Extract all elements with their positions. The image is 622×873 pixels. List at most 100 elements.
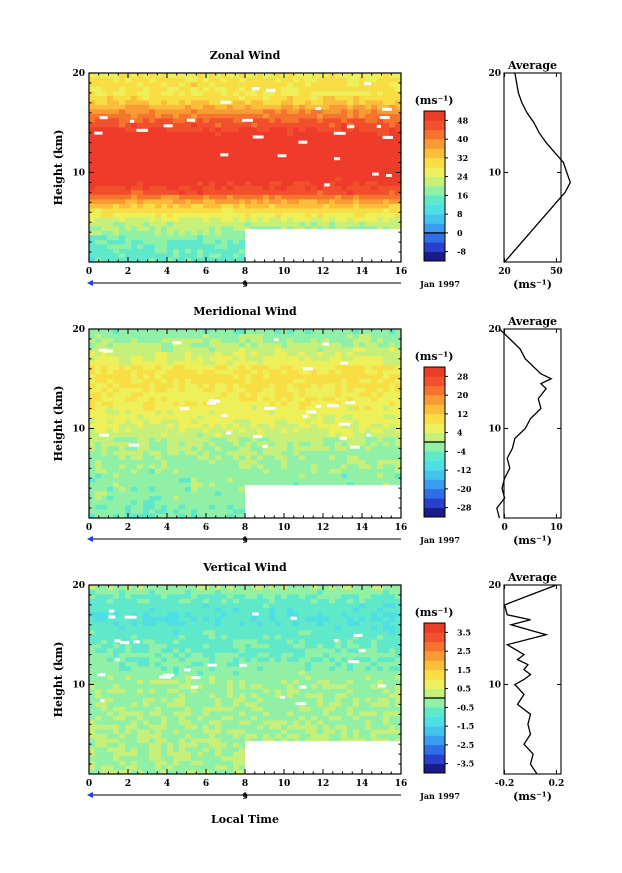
heatmap-cell [365,172,372,177]
heatmap-cell [143,486,150,492]
heatmap-cell [89,136,96,141]
heatmap-cell [317,176,324,182]
heatmap-cell [131,765,138,770]
heatmap-cell [197,109,204,114]
heatmap-cell [323,432,330,438]
heatmap-cell [203,226,210,231]
heatmap-cell [359,401,366,406]
data-gap [99,116,108,120]
heatmap-cell [89,756,96,761]
heatmap-cell [359,136,366,141]
heatmap-cell [311,455,318,460]
heatmap-cell [197,428,204,433]
heatmap-cell [335,127,342,132]
heatmap-cell [155,244,162,249]
heatmap-cell [191,342,198,348]
heatmap-cell [95,82,102,87]
heatmap-cell [275,131,282,137]
heatmap-cell [161,369,168,375]
heatmap-cell [383,369,390,375]
heatmap-cell [95,666,102,671]
heatmap-cell [203,91,210,96]
heatmap-cell [221,118,228,123]
heatmap-cell [323,131,330,137]
heatmap-cell [137,706,144,712]
heatmap-cell [317,203,324,209]
heatmap-cell [317,437,324,442]
heatmap-cell [377,131,384,137]
heatmap-cell [107,679,114,685]
heatmap-cell [383,473,390,478]
heatmap-cell [215,73,222,78]
heatmap-cell [113,333,120,339]
heatmap-cell [317,473,324,478]
colorbar-tick-label: -8 [457,247,466,257]
heatmap-cell [101,342,108,348]
heatmap-cell [113,158,120,164]
heatmap-cell [293,347,300,352]
heatmap-cell [101,113,108,119]
heatmap-cell [155,612,162,617]
heatmap-cell [239,365,246,370]
heatmap-cell [221,423,228,429]
heatmap-cell [353,437,360,442]
heatmap-cell [317,450,324,456]
heatmap-cell [215,109,222,114]
heatmap-cell [191,464,198,469]
heatmap-cell [101,181,108,186]
heatmap-cell [203,446,210,451]
heatmap-cell [113,100,120,105]
heatmap-cell [143,145,150,150]
heatmap-cell [191,369,198,375]
heatmap-cell [101,190,108,195]
heatmap-cell [161,253,168,258]
heatmap-cell [185,387,192,393]
heatmap-cell [179,158,186,164]
heatmap-cell [197,91,204,96]
heatmap-cell [119,419,126,424]
heatmap-cell [161,513,168,518]
heatmap-cell [353,329,360,334]
date-tick-label: 9 [242,279,248,289]
heatmap-cell [107,688,114,694]
heatmap-cell [95,167,102,173]
heatmap-cell [155,630,162,635]
heatmap-cell [191,91,198,96]
heatmap-cell [203,140,210,146]
heatmap-cell [119,652,126,658]
heatmap-cell [161,751,168,757]
heatmap-cell [329,477,336,483]
heatmap-cell [257,392,264,397]
heatmap-cell [395,414,401,420]
heatmap-cell [143,396,150,402]
heatmap-cell [185,226,192,231]
heatmap-cell [335,464,342,469]
heatmap-cell [161,482,168,487]
heatmap-cell [209,414,216,420]
heatmap-cell [203,212,210,218]
heatmap-cell [341,212,348,218]
heatmap-cell [89,257,96,262]
data-gap [372,172,379,176]
heatmap-cell [137,91,144,96]
heatmap-cell [119,482,126,487]
heatmap-cell [179,509,186,514]
heatmap-cell [341,158,348,164]
heatmap-cell [377,194,384,200]
heatmap-cell [311,432,318,438]
heatmap-cell [311,477,318,483]
heatmap-cell [161,414,168,420]
heatmap-cell [149,176,156,182]
heatmap-cell [311,163,318,168]
heatmap-cell [161,333,168,339]
heatmap-cell [149,724,156,730]
heatmap-cell [89,221,96,227]
heatmap-cell [197,396,204,402]
heatmap-cell [209,244,216,249]
heatmap-cell [395,464,401,469]
heatmap-cell [191,477,198,483]
heatmap-cell [161,423,168,429]
heatmap-cell [281,100,288,105]
heatmap-cell [107,495,114,501]
heatmap-cell [101,405,108,411]
